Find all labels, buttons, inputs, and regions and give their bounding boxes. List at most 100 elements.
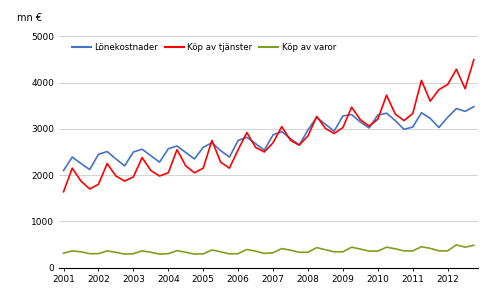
Köp av tjänster [226,166,232,170]
Köp av tjänster [445,83,451,86]
Lönekostnader [96,153,102,156]
Köp av tjänster [305,134,311,138]
Köp av varor [131,252,137,255]
Köp av varor [462,245,468,249]
Köp av tjänster [87,187,93,191]
Köp av varor [183,250,189,254]
Lönekostnader [122,164,128,168]
Lönekostnader [314,116,319,119]
Köp av tjänster [113,174,119,178]
Köp av tjänster [148,169,154,172]
Lönekostnader [183,151,189,154]
Köp av tjänster [200,166,206,170]
Köp av tjänster [366,124,372,128]
Lönekostnader [148,154,154,157]
Köp av varor [209,248,215,252]
Köp av varor [279,247,285,250]
Köp av varor [157,252,163,256]
Köp av varor [384,245,389,249]
Köp av varor [139,249,145,253]
Köp av tjänster [322,126,328,130]
Köp av tjänster [78,179,84,183]
Köp av tjänster [462,87,468,91]
Köp av tjänster [157,174,163,178]
Lönekostnader [296,143,302,147]
Köp av varor [70,249,75,253]
Lönekostnader [340,114,346,118]
Köp av varor [305,250,311,254]
Köp av tjänster [165,171,171,174]
Lönekostnader [445,116,451,119]
Lönekostnader [191,157,197,161]
Lönekostnader [436,126,442,129]
Lönekostnader [410,125,416,129]
Köp av varor [87,252,93,255]
Köp av varor [419,245,424,249]
Lönekostnader [366,126,372,130]
Lönekostnader [454,107,459,110]
Köp av tjänster [174,148,180,151]
Lönekostnader [349,113,354,116]
Köp av tjänster [183,164,189,168]
Köp av varor [78,250,84,254]
Köp av tjänster [139,156,145,159]
Köp av varor [165,252,171,255]
Köp av varor [96,252,102,255]
Köp av tjänster [401,119,407,123]
Lönekostnader [157,160,163,164]
Köp av varor [270,251,276,254]
Köp av tjänster [104,162,110,165]
Köp av tjänster [287,139,293,142]
Köp av varor [445,249,451,253]
Köp av varor [287,248,293,252]
Köp av varor [322,248,328,251]
Lönekostnader [209,141,215,145]
Lönekostnader [462,109,468,113]
Köp av varor [148,250,154,254]
Line: Köp av tjänster: Köp av tjänster [64,60,474,192]
Köp av varor [410,249,416,253]
Lönekostnader [252,142,258,146]
Köp av varor [61,251,67,255]
Köp av tjänster [122,179,128,183]
Lönekostnader [87,168,93,171]
Köp av tjänster [357,118,363,122]
Köp av varor [296,250,302,254]
Köp av tjänster [314,115,319,118]
Köp av varor [366,249,372,253]
Köp av varor [314,246,319,250]
Köp av varor [401,249,407,253]
Lönekostnader [174,144,180,148]
Lönekostnader [139,147,145,151]
Lönekostnader [131,150,137,154]
Köp av varor [191,252,197,256]
Köp av varor [261,252,267,255]
Lönekostnader [471,105,477,109]
Lönekostnader [78,162,84,165]
Lönekostnader [279,130,285,133]
Lönekostnader [401,128,407,131]
Lönekostnader [235,139,241,142]
Köp av varor [104,249,110,253]
Köp av varor [331,250,337,254]
Köp av tjänster [340,126,346,129]
Köp av tjänster [70,166,75,170]
Köp av tjänster [191,171,197,174]
Lönekostnader [200,146,206,149]
Köp av tjänster [218,160,224,164]
Legend: Lönekostnader, Köp av tjänster, Köp av varor: Lönekostnader, Köp av tjänster, Köp av v… [69,40,339,56]
Köp av tjänster [454,67,459,71]
Köp av varor [122,252,128,256]
Lönekostnader [270,133,276,137]
Köp av tjänster [209,139,215,142]
Line: Lönekostnader: Lönekostnader [64,107,474,171]
Köp av tjänster [279,125,285,128]
Lönekostnader [287,137,293,140]
Köp av varor [392,247,398,250]
Lönekostnader [375,113,381,117]
Köp av tjänster [244,131,250,134]
Köp av tjänster [252,146,258,149]
Lönekostnader [113,157,119,161]
Köp av varor [349,245,354,249]
Lönekostnader [165,147,171,150]
